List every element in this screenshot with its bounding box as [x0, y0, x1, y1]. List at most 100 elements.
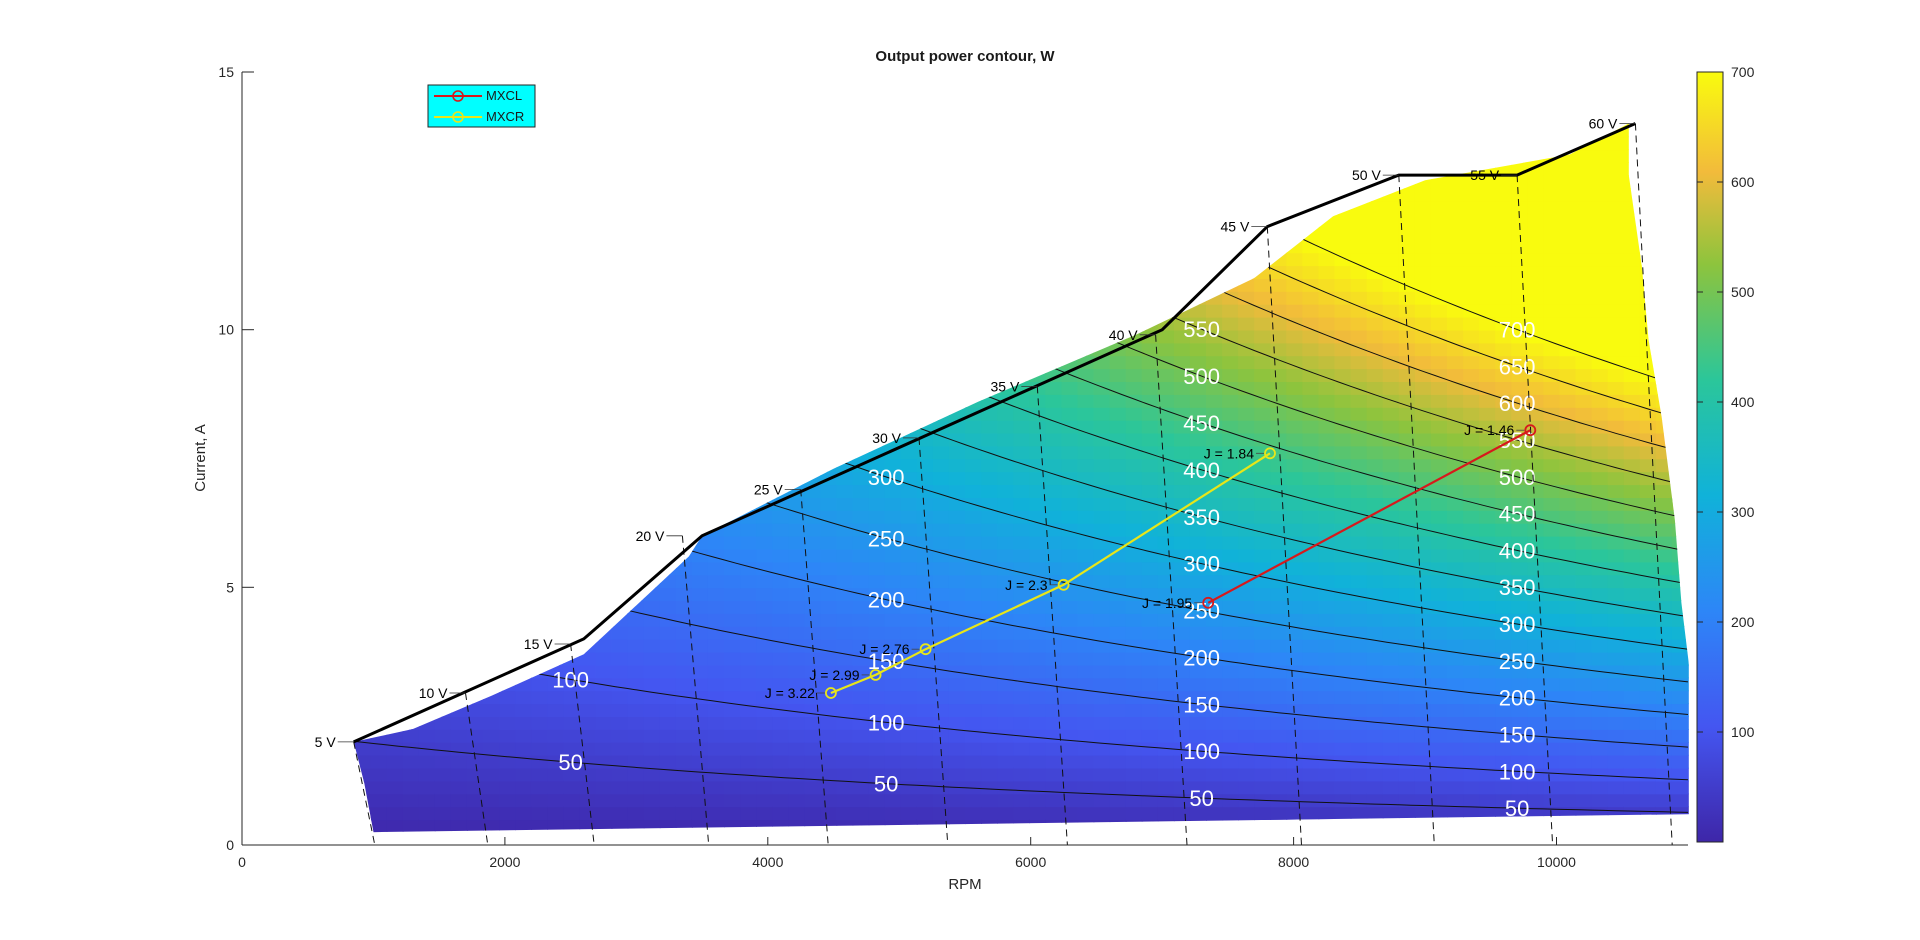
- contour-cell: [691, 329, 709, 344]
- contour-cell: [1575, 626, 1593, 640]
- contour-cell: [916, 226, 934, 241]
- contour-cell: [1238, 548, 1255, 563]
- contour-cell: [1366, 458, 1384, 473]
- contour-cell: [965, 239, 982, 254]
- contour-cell: [1141, 445, 1159, 460]
- contour-cell: [1527, 252, 1545, 267]
- contour-cell: [1399, 85, 1416, 99]
- contour-cell: [515, 613, 532, 627]
- contour-cell: [675, 368, 693, 382]
- contour-cell: [1286, 535, 1304, 550]
- contour-cell: [370, 291, 388, 305]
- contour-cell: [772, 638, 790, 653]
- contour-cell: [916, 265, 934, 279]
- contour-cell: [1045, 522, 1063, 537]
- contour-cell: [466, 510, 484, 524]
- contour-cell: [916, 767, 934, 782]
- contour-cell: [852, 226, 870, 241]
- contour-cell: [1398, 239, 1416, 254]
- contour-cell: [788, 716, 806, 730]
- contour-cell: [579, 265, 597, 279]
- contour-cell: [547, 252, 565, 267]
- contour-cell: [1013, 252, 1031, 267]
- contour-cell: [1334, 213, 1352, 228]
- contour-cell: [1430, 690, 1448, 705]
- contour-cell: [531, 200, 549, 215]
- contour-cell: [306, 587, 323, 601]
- contour-cell: [1334, 626, 1352, 640]
- contour-cell: [290, 665, 307, 679]
- contour-cell: [884, 626, 902, 640]
- contour-cell: [1222, 98, 1239, 112]
- contour-cell: [981, 188, 998, 202]
- contour-cell: [386, 329, 404, 344]
- contour-cell: [274, 72, 291, 86]
- contour-cell: [450, 664, 468, 679]
- contour-cell: [1334, 278, 1352, 292]
- contour-cell: [772, 806, 790, 821]
- contour-cell: [547, 123, 565, 125]
- contour-cell: [434, 252, 452, 267]
- contour-cell: [1334, 535, 1352, 550]
- contour-cell: [402, 600, 420, 614]
- contour-cell: [483, 226, 500, 241]
- contour-cell: [916, 303, 934, 318]
- contour-cell: [1238, 729, 1255, 743]
- contour-cell: [242, 665, 259, 679]
- contour-cell: [483, 729, 500, 743]
- contour-cell: [1238, 600, 1255, 614]
- contour-cell: [1109, 303, 1127, 318]
- contour-cell: [353, 445, 356, 460]
- contour-cell: [1093, 600, 1111, 614]
- contour-cell: [659, 484, 677, 498]
- contour-cell: [354, 638, 372, 653]
- contour-cell: [1045, 239, 1063, 254]
- contour-cell: [1463, 600, 1480, 614]
- contour-cell: [1141, 587, 1159, 601]
- contour-cell: [483, 445, 500, 460]
- contour-cell: [948, 136, 966, 151]
- contour-cell: [1511, 754, 1529, 769]
- contour-cell: [659, 355, 677, 370]
- contour-cell: [322, 562, 339, 576]
- contour-cell: [386, 445, 404, 460]
- contour-cell: [1189, 329, 1207, 344]
- contour-cell: [1173, 252, 1191, 267]
- contour-cell: [1559, 136, 1577, 151]
- contour-cell: [1222, 445, 1239, 460]
- contour-cell: [900, 703, 918, 717]
- contour-cell: [820, 716, 838, 730]
- contour-cell: [1013, 85, 1030, 99]
- contour-cell: [370, 278, 388, 292]
- contour-cell: [242, 471, 259, 485]
- contour-cell: [900, 819, 918, 833]
- contour-cell: [900, 162, 918, 176]
- contour-cell: [499, 188, 516, 202]
- contour-cell: [450, 806, 468, 821]
- contour-cell: [434, 729, 452, 743]
- contour-cell: [1125, 535, 1143, 550]
- contour-cell: [627, 690, 645, 705]
- contour-cell: [884, 407, 902, 421]
- contour-cell: [1029, 767, 1047, 782]
- contour-cell: [1543, 98, 1560, 112]
- contour-cell: [274, 639, 291, 653]
- contour-cell: [804, 149, 822, 163]
- contour-cell: [740, 381, 757, 395]
- contour-cell: [1045, 123, 1063, 138]
- contour-cell: [306, 639, 323, 653]
- contour-cell: [852, 741, 870, 756]
- contour-cell: [1415, 72, 1432, 86]
- contour-cell: [1559, 587, 1577, 601]
- contour-cell: [1527, 548, 1545, 563]
- contour-cell: [707, 587, 725, 601]
- contour-cell: [354, 368, 372, 382]
- contour-cell: [274, 600, 291, 614]
- contour-cell: [434, 175, 452, 189]
- contour-cell: [434, 342, 452, 357]
- contour-cell: [418, 355, 436, 370]
- contour-cell: [1302, 291, 1320, 305]
- contour-cell: [1559, 316, 1577, 331]
- contour-cell: [916, 175, 934, 189]
- contour-cell: [402, 458, 420, 473]
